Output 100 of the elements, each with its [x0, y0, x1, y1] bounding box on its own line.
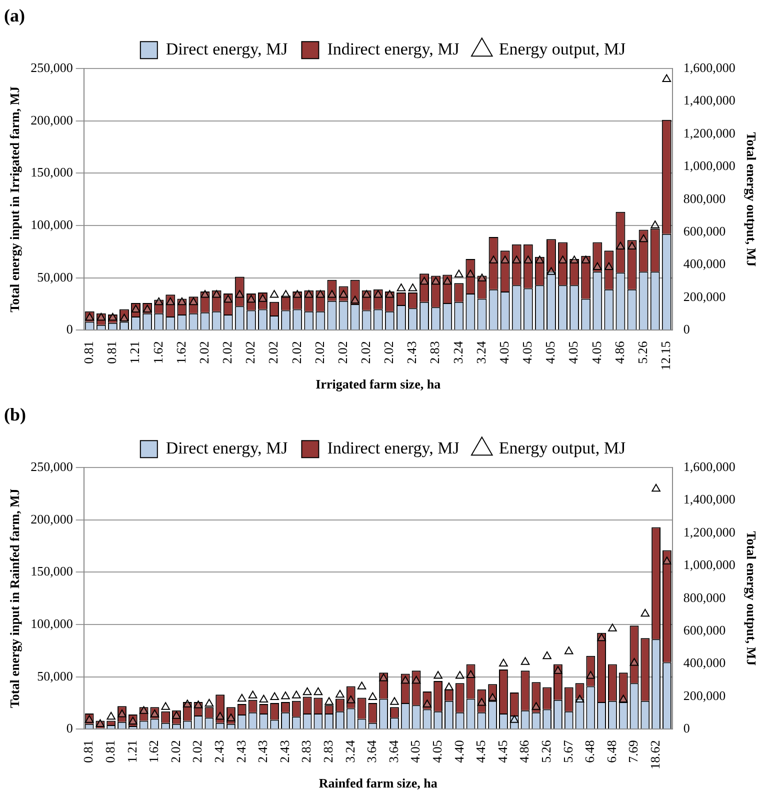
- x-tick-label: 6.48: [582, 740, 598, 763]
- legend-label: Indirect energy, MJ: [327, 40, 460, 59]
- y2-tick-label: 1,000,000: [683, 158, 736, 174]
- x-tick-label: 1.21: [127, 341, 142, 364]
- x-tick-label: 2.02: [242, 341, 258, 364]
- x-tick-label: 2.02: [220, 341, 235, 364]
- y2-tick-label: 1,000,000: [683, 557, 736, 572]
- x-axis-title: Irrigated farm size, ha: [316, 376, 442, 392]
- point: [520, 657, 530, 665]
- y2-tick-label: 800,000: [683, 190, 726, 206]
- chart-title: (b): [4, 404, 26, 424]
- x-tick-label: 2.02: [288, 341, 304, 364]
- y2-tick-label: 0: [683, 720, 690, 736]
- point: [455, 671, 464, 679]
- point: [500, 256, 510, 264]
- y-tick-label: 0: [66, 322, 73, 337]
- y2-tick-label: 1,400,000: [683, 492, 736, 507]
- x-tick-label: 2.43: [233, 740, 248, 763]
- point: [499, 658, 508, 667]
- point: [650, 220, 660, 228]
- x-tick-label: 2.02: [266, 341, 281, 364]
- point: [336, 690, 344, 698]
- point: [131, 304, 140, 312]
- x-tick-label: 4.40: [451, 740, 466, 763]
- point: [608, 624, 617, 632]
- x-tick-label: 2.02: [190, 740, 205, 763]
- point: [182, 700, 192, 708]
- point: [575, 694, 584, 702]
- x-tick-label: 4.05: [429, 740, 444, 763]
- point: [350, 296, 360, 304]
- point: [639, 234, 648, 242]
- point: [259, 694, 268, 702]
- x-tick-label: 4.05: [408, 740, 423, 763]
- x-tick-label: 2.02: [196, 341, 212, 364]
- y-tick-label: 50,000: [37, 269, 73, 284]
- point: [362, 290, 371, 298]
- point: [558, 256, 568, 264]
- point: [390, 697, 399, 705]
- y-tick-label: 100,000: [30, 216, 73, 232]
- point: [546, 267, 556, 275]
- point: [444, 682, 454, 690]
- point: [510, 715, 519, 723]
- point: [120, 314, 129, 322]
- point: [652, 484, 660, 492]
- point: [466, 670, 476, 678]
- point: [304, 290, 314, 298]
- x-tick-label: 5.67: [560, 740, 576, 763]
- point: [662, 74, 672, 82]
- point: [212, 290, 221, 298]
- point: [478, 274, 486, 282]
- x-tick-label: 4.45: [494, 740, 510, 763]
- point: [640, 608, 650, 617]
- point: [434, 671, 442, 679]
- point: [630, 658, 639, 666]
- y2-tick-label: 800,000: [683, 590, 726, 605]
- x-tick-label: 2.02: [334, 341, 350, 364]
- x-tick-label: 0.81: [80, 740, 96, 763]
- y2-tick-label: 1,600,000: [683, 459, 736, 474]
- point: [200, 290, 210, 298]
- point: [616, 242, 625, 250]
- y2-tick-label: 200,000: [683, 288, 726, 304]
- y-tick-label: 0: [66, 720, 73, 736]
- point: [512, 256, 522, 264]
- y-axis-title: Total energy input in Rainfed farm, MJ: [7, 488, 22, 708]
- x-tick-label: 2.43: [255, 740, 270, 763]
- point: [357, 682, 366, 690]
- point: [420, 276, 429, 285]
- point: [248, 690, 258, 698]
- y2-tick-label: 600,000: [683, 223, 726, 238]
- y-tick-label: 150,000: [30, 164, 73, 180]
- point: [178, 297, 186, 306]
- x-tick-label: 4.05: [588, 341, 604, 364]
- point: [324, 697, 334, 705]
- x-tick-label: 3.24: [473, 340, 488, 364]
- x-tick-label: 2.02: [312, 341, 327, 364]
- point: [581, 256, 590, 264]
- point: [281, 691, 290, 700]
- x-tick-label: 3.64: [386, 740, 401, 763]
- y2-tick-label: 0: [683, 322, 690, 337]
- point: [292, 290, 302, 298]
- point: [194, 700, 203, 708]
- point: [118, 709, 126, 718]
- x-tick-label: 4.45: [473, 740, 488, 763]
- point: [431, 276, 440, 285]
- point: [96, 312, 106, 321]
- point: [524, 256, 533, 264]
- x-tick-label: 3.24: [342, 740, 358, 763]
- y2-axis-title: Total energy output, MJ: [744, 531, 759, 666]
- point: [488, 693, 497, 701]
- y-tick-label: 250,000: [30, 60, 73, 76]
- x-tick-label: 2.43: [276, 740, 292, 763]
- y2-axis-title: Total energy output, MJ: [744, 132, 759, 268]
- point: [281, 290, 290, 298]
- legend-label: Direct energy, MJ: [166, 438, 288, 458]
- point: [570, 256, 579, 264]
- point: [442, 276, 452, 285]
- x-tick-label: 18.62: [647, 740, 662, 770]
- y2-tick-label: 200,000: [683, 688, 726, 703]
- point: [628, 242, 636, 250]
- point: [246, 294, 256, 303]
